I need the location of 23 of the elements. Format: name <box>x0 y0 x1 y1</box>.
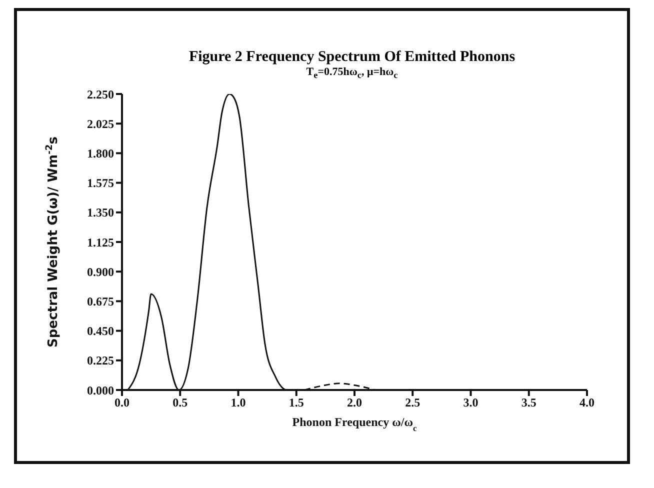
y-tick-label: 2.025 <box>87 117 114 132</box>
chart-subtitle: T$_{e}$=0.75hω$_{c}$, μ=hω$_{c}$ <box>305 66 399 80</box>
y-tick-label: 0.675 <box>87 294 114 309</box>
y-tick-label: 0.000 <box>87 383 114 398</box>
x-tick-label: 1.0 <box>230 396 246 410</box>
y-tick-label: 0.225 <box>87 354 114 368</box>
x-tick-label: 3.5 <box>521 396 536 410</box>
y-tick-label: 2.250 <box>87 87 114 102</box>
x-tick-label: 0.0 <box>114 396 130 410</box>
x-tick-label: 1.5 <box>288 396 304 410</box>
y-tick-label: 1.350 <box>87 206 114 220</box>
x-tick-label: 0.5 <box>172 396 188 410</box>
y-tick-label: 0.900 <box>87 265 114 280</box>
y-tick-label: 1.125 <box>87 235 114 250</box>
chart-title: Figure 2 Frequency Spectrum Of Emitted Phonons <box>188 49 516 66</box>
x-tick-label: 2.5 <box>405 396 420 410</box>
y-tick-label: 0.450 <box>87 324 114 338</box>
x-axis-title: Phonon Frequency ω/ω$_{c}$ <box>292 415 417 433</box>
y-tick-label: 1.575 <box>87 176 114 190</box>
x-tick-label: 4.0 <box>580 396 594 410</box>
y-tick-label: 1.800 <box>87 146 114 161</box>
x-tick-label: 2.0 <box>347 396 362 410</box>
x-tick-label: 3.0 <box>463 396 478 410</box>
